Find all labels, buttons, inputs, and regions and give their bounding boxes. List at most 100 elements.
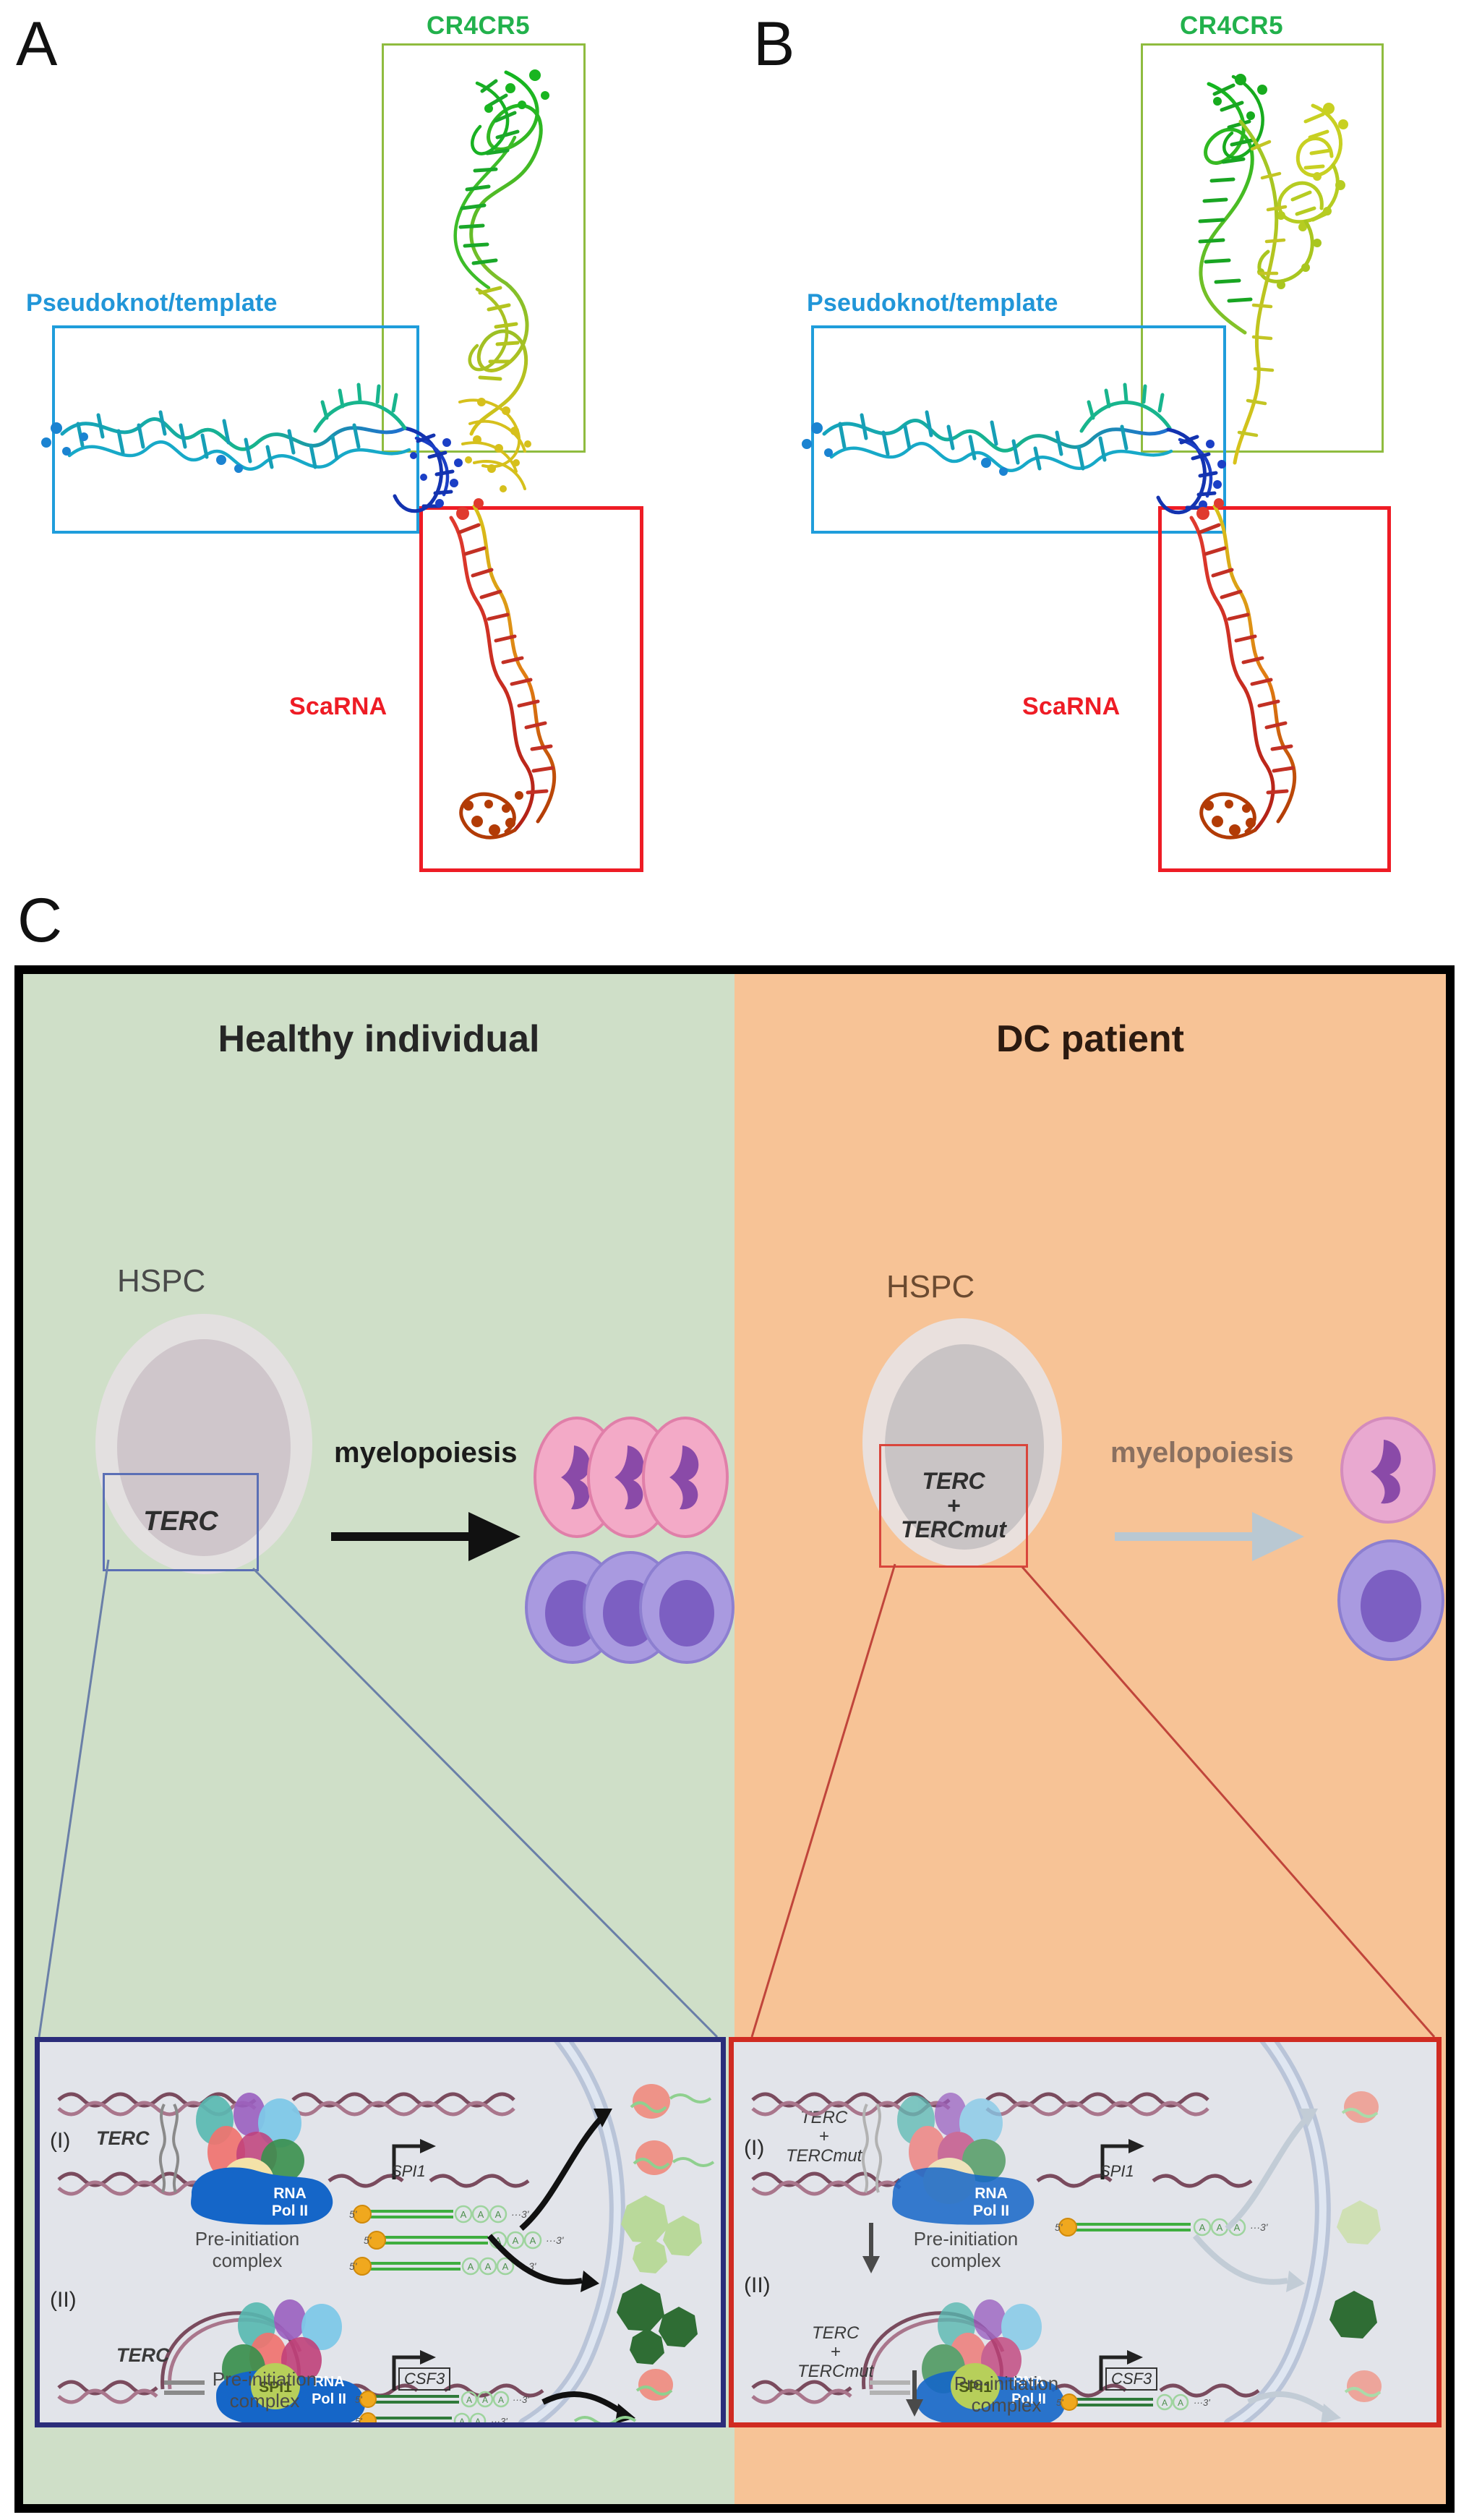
svg-text:A: A [495, 2235, 502, 2246]
patient-step-2-terc-label: TERC + TERCmut [797, 2323, 874, 2381]
svg-text:···3': ···3' [511, 2208, 530, 2220]
svg-text:5': 5' [1056, 2397, 1063, 2408]
svg-text:A: A [498, 2395, 504, 2405]
svg-text:RNA: RNA [313, 2374, 344, 2390]
panel-b-scarna-label: ScaRNA [1022, 693, 1121, 720]
svg-text:RNA: RNA [975, 2185, 1008, 2202]
patient-step-2-complex-label: Pre-initiation complex [954, 2372, 1059, 2416]
patient-mechanism-inset: (I) TERC + TERCmut [729, 2037, 1442, 2427]
svg-text:5': 5' [355, 2416, 362, 2427]
panel-a-cr4cr5-box [382, 43, 586, 453]
svg-text:A: A [482, 2395, 488, 2405]
panel-b-pseudoknot-label: Pseudoknot/template [807, 289, 1058, 317]
patient-terc-label: TERC + TERCmut [901, 1468, 1006, 1543]
healthy-terc-label: TERC [143, 1506, 218, 1537]
svg-text:A: A [1178, 2398, 1183, 2408]
panel-a: A CR4CR5 Pseudoknot/template ScaRNA [0, 0, 734, 900]
healthy-monocyte-cells-icon [525, 1551, 734, 1664]
patient-terc-box: TERC + TERCmut [879, 1444, 1028, 1568]
panel-b-scarna-box [1158, 506, 1391, 872]
healthy-mechanism-inset: (I) TERC [35, 2037, 726, 2427]
patient-step-1-roman: (I) [744, 2136, 765, 2160]
panel-b-rna-structure [802, 74, 1348, 840]
svg-text:···3': ···3' [1250, 2221, 1269, 2233]
patient-monocyte-cell-icon [1337, 1539, 1444, 1661]
svg-text:A: A [1217, 2222, 1223, 2233]
healthy-hspc-label: HSPC [117, 1263, 206, 1299]
healthy-step-1-export-arrow [519, 2084, 715, 2273]
patient-step-1-preinitiation-complex-icon: RNA Pol II [892, 2093, 1035, 2225]
svg-text:A: A [459, 2417, 465, 2427]
panel-b: B CR4CR5 Pseudoknot/template ScaRNA [734, 0, 1469, 900]
svg-text:···3': ···3' [491, 2416, 507, 2427]
svg-text:RNA: RNA [273, 2185, 307, 2202]
healthy-step-2-roman: (II) [50, 2288, 77, 2312]
patient-myelopoiesis-arrow [1115, 1512, 1304, 1561]
patient-step-1-gene-label: SPI1 [1100, 2162, 1134, 2180]
healthy-terc-box: TERC [103, 1473, 259, 1571]
patient-step-1-dna-icon [751, 2092, 1253, 2196]
svg-text:A: A [466, 2395, 472, 2405]
patient-step-1-complex-label: Pre-initiation complex [913, 2228, 1019, 2271]
svg-text:RNA: RNA [1013, 2374, 1044, 2390]
healthy-myelopoiesis-arrow [331, 1512, 521, 1561]
panel-b-letter: B [753, 9, 795, 79]
svg-text:5': 5' [349, 2208, 358, 2220]
svg-text:A: A [502, 2261, 509, 2272]
healthy-step-2-gene-label: CSF3 [398, 2367, 451, 2391]
svg-text:Pol II: Pol II [973, 2203, 1009, 2219]
svg-text:···3': ···3' [546, 2234, 565, 2246]
svg-text:A: A [513, 2235, 519, 2246]
healthy-step-1-terc-label: TERC [96, 2127, 150, 2149]
svg-text:5': 5' [349, 2260, 358, 2272]
svg-text:···3': ···3' [1194, 2397, 1210, 2408]
panel-a-scarna-box [419, 506, 643, 872]
panel-a-scarna-label: ScaRNA [289, 693, 387, 720]
svg-text:A: A [1199, 2222, 1206, 2233]
svg-text:SPI1: SPI1 [259, 2379, 292, 2396]
patient-title: DC patient [996, 1018, 1184, 1060]
patient-nuclear-envelope [1223, 2042, 1331, 2422]
svg-text:Pol II: Pol II [312, 2391, 346, 2407]
patient-callout-lines [750, 1563, 1436, 2038]
svg-text:A: A [475, 2417, 481, 2427]
patient-hspc-cell-icon [862, 1318, 1062, 1567]
svg-text:A: A [468, 2261, 474, 2272]
patient-hspc-label: HSPC [886, 1269, 975, 1304]
patient-step-2-preinitiation-complex-icon: SPI1 RNA Pol II [916, 2299, 1066, 2422]
svg-text:5': 5' [355, 2394, 362, 2405]
panel-a-rna-structure [41, 69, 557, 840]
healthy-step-2-export-arrows [487, 2234, 698, 2422]
panel-b-cr4cr5-box [1141, 43, 1384, 453]
patient-step-2-decrease-arrow [906, 2370, 923, 2417]
panel-c: Healthy individual HSPC TERC myelopoiesi… [14, 965, 1455, 2513]
healthy-step-1-gene-label: SPI1 [391, 2162, 426, 2180]
svg-text:A: A [1162, 2398, 1168, 2408]
svg-text:Pol II: Pol II [272, 2203, 308, 2219]
healthy-step-1-complex-label: Pre-initiation complex [194, 2228, 300, 2271]
patient-myelopoiesis-label: myelopoiesis [1110, 1437, 1294, 1469]
svg-text:A: A [478, 2209, 484, 2220]
svg-text:···3': ···3' [513, 2394, 529, 2405]
panel-a-cr4cr5-label: CR4CR5 [427, 12, 531, 40]
healthy-title: Healthy individual [218, 1018, 540, 1060]
patient-step-2-roman: (II) [744, 2273, 771, 2297]
svg-text:A: A [530, 2235, 536, 2246]
svg-text:5': 5' [1055, 2221, 1063, 2233]
panel-c-letter: C [17, 886, 63, 955]
panel-a-letter: A [16, 9, 58, 79]
healthy-callout-lines [38, 1559, 719, 2038]
svg-text:Pol II: Pol II [1011, 2391, 1046, 2407]
healthy-step-1-preinitiation-complex-icon: RNA Pol II [191, 2093, 333, 2225]
patient-neutrophil-cell-icon [1340, 1417, 1436, 1524]
healthy-nuclear-envelope [518, 2042, 625, 2422]
svg-text:A: A [461, 2209, 467, 2220]
svg-text:A: A [495, 2209, 502, 2220]
panel-a-pseudoknot-label: Pseudoknot/template [26, 289, 278, 317]
svg-text:A: A [485, 2261, 492, 2272]
svg-text:A: A [1234, 2222, 1241, 2233]
healthy-myelopoiesis-label: myelopoiesis [334, 1437, 518, 1469]
